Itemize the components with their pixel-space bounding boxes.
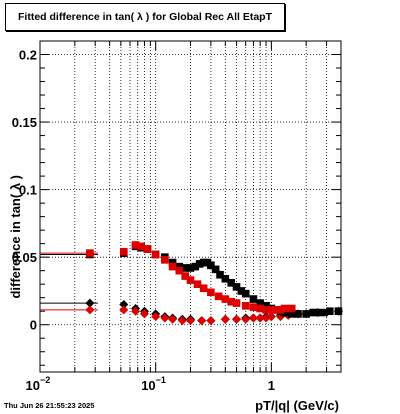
x-tick-label-exponent: −2 [40, 375, 50, 385]
data-point-square [193, 280, 202, 288]
data-point-square [221, 295, 230, 303]
data-point-square [249, 295, 258, 303]
data-point-diamond [85, 298, 95, 308]
data-point-diamond [220, 314, 230, 324]
data-point-square [207, 261, 215, 270]
data-point-square [241, 289, 250, 298]
data-point-square [227, 279, 236, 287]
data-point-square [262, 306, 270, 314]
data-point-square [256, 304, 264, 313]
data-point-diamond [177, 316, 187, 326]
data-point-diamond [119, 299, 129, 309]
data-point-square [256, 299, 264, 307]
data-point-diamond [168, 314, 178, 324]
data-point-square [294, 310, 302, 318]
data-point-square [181, 272, 190, 280]
data-point-diamond [255, 313, 265, 323]
data-point-diamond [85, 305, 95, 315]
data-point-square [232, 283, 241, 291]
data-point-square [280, 308, 289, 317]
data-point-square [161, 256, 169, 264]
data-point-square [86, 249, 94, 257]
data-point-square [195, 260, 204, 268]
data-point-square [186, 264, 195, 272]
data-point-diamond [160, 313, 170, 323]
data-point-diamond [151, 312, 161, 322]
data-marks [40, 241, 343, 326]
data-point-square [143, 245, 152, 253]
data-point-diamond [248, 313, 258, 323]
axis-ticks [39, 40, 342, 372]
data-point-square [175, 266, 184, 275]
tick-labels: 00.050.10.150.210 −2 10 −1 1 [12, 48, 275, 393]
data-point-square [302, 310, 310, 318]
data-point-square [168, 258, 177, 267]
data-point-square [280, 304, 289, 313]
data-point-square [232, 299, 241, 307]
data-point-square [168, 262, 177, 271]
data-point-square [211, 265, 220, 274]
y-tick-label: 0.05 [12, 250, 37, 265]
data-point-square [241, 302, 250, 310]
data-point-square [262, 302, 270, 310]
y-tick-label: 0.1 [19, 183, 37, 198]
grid [40, 41, 341, 372]
y-tick-label: 0.2 [19, 48, 37, 63]
data-point-diamond [197, 316, 207, 326]
data-point-diamond [241, 314, 251, 324]
data-point-square [249, 303, 258, 311]
data-point-square [119, 247, 128, 256]
y-tick-label: 0 [30, 318, 37, 333]
data-point-square [221, 274, 230, 283]
data-point-square [175, 262, 184, 271]
x-tick-label: 10 [141, 378, 155, 393]
data-point-square [276, 306, 285, 314]
data-point-square [227, 297, 236, 306]
data-point-diamond [266, 312, 276, 322]
data-point-square [181, 264, 190, 272]
y-axis-label: difference in tan( λ ) [8, 175, 23, 299]
data-point-diamond [232, 314, 242, 324]
data-point-square [207, 288, 215, 297]
data-point-square [287, 310, 296, 318]
data-point-square [214, 292, 223, 301]
data-point-square [325, 307, 334, 316]
data-point-square [309, 308, 317, 317]
x-tick-label: 1 [268, 378, 275, 393]
chart-title: Fitted difference in tan( λ ) for Global… [5, 3, 285, 31]
x-axis-label: pT/|q| (GeV/c) [255, 398, 339, 413]
data-point-diamond [186, 316, 195, 326]
data-point-diamond [119, 305, 129, 315]
data-point-square [137, 242, 146, 251]
data-point-square [272, 306, 280, 314]
data-point-square [186, 276, 195, 284]
data-point-diamond [139, 309, 149, 319]
y-tick-label: 0.15 [12, 115, 37, 130]
x-tick-label: 10 [26, 378, 40, 393]
timestamp: Thu Jun 26 21:55:23 2025 [4, 401, 95, 410]
data-point-square [199, 284, 208, 293]
data-point-square [216, 270, 224, 279]
x-tick-label-exponent: −1 [156, 375, 166, 385]
data-point-square [267, 306, 276, 314]
data-point-diamond [131, 306, 141, 316]
data-point-square [151, 250, 160, 259]
data-point-square [317, 308, 326, 317]
data-point-square [334, 307, 343, 316]
data-point-square [287, 304, 296, 313]
data-point-diamond [206, 316, 216, 326]
data-point-square [131, 241, 140, 249]
data-point-square [191, 262, 200, 271]
data-point-square [237, 287, 246, 295]
